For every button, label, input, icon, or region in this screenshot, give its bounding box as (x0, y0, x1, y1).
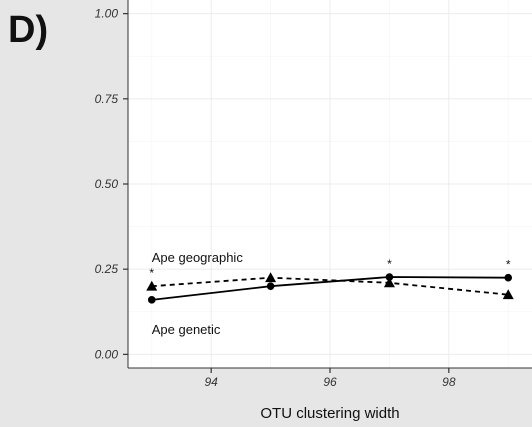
ape-genetic-point (504, 273, 513, 282)
x-axis-title: OTU clustering width (260, 405, 399, 422)
series-label-ape-genetic: Ape genetic (152, 322, 221, 337)
ape-genetic-point (147, 296, 156, 304)
ape-genetic-point (266, 282, 275, 291)
ape-genetic-point (385, 273, 394, 281)
annotation-layer: Ape geographic Ape genetic * * * (149, 250, 510, 337)
x-tick-label: 94 (204, 375, 218, 389)
ape-geographic-point (383, 277, 395, 288)
y-tick-label: 1.00 (95, 7, 119, 21)
ape-genetic-line (151, 276, 509, 301)
series-layer (146, 272, 514, 304)
y-tick-label: 0.75 (95, 92, 119, 106)
y-tick-label: 0.25 (95, 262, 119, 276)
x-tick-label: 98 (442, 375, 456, 389)
panel-label: D) (8, 9, 48, 51)
grid-layer (128, 0, 532, 368)
ape-geographic-line (151, 276, 509, 296)
x-tick-label: 96 (323, 375, 337, 389)
axis-layer: 0.00 0.25 0.50 0.75 1.00 94 96 98 (95, 0, 532, 389)
significance-marker: * (387, 257, 392, 271)
ape-geographic-point (146, 280, 158, 291)
ape-geographic-point (502, 289, 514, 300)
ape-geographic-point (265, 272, 277, 283)
significance-marker: * (149, 266, 154, 280)
series-label-ape-geographic: Ape geographic (152, 250, 244, 265)
y-tick-label: 0.00 (95, 347, 119, 361)
y-tick-label: 0.50 (95, 177, 119, 191)
significance-marker: * (506, 258, 511, 272)
